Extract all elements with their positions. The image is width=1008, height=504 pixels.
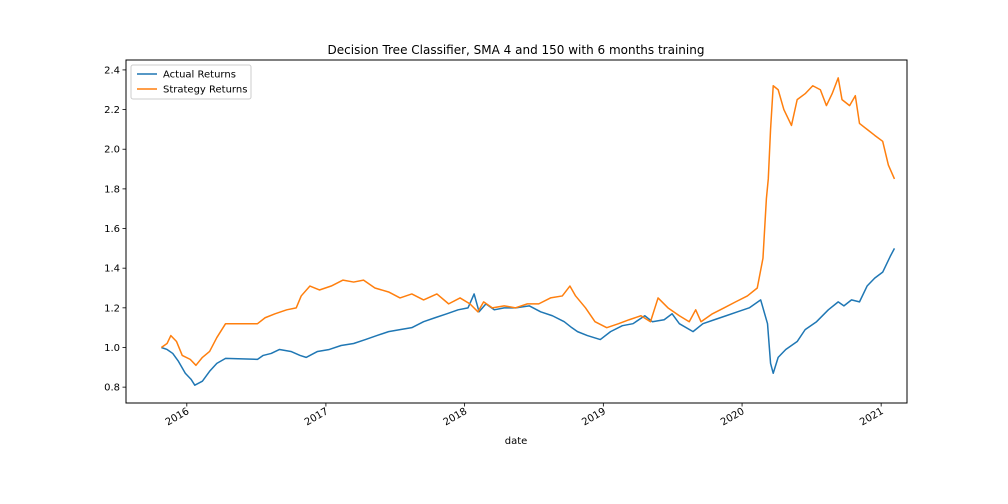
plot-frame [125,59,908,404]
legend-label-strategy-returns: Strategy Returns [163,85,247,96]
series-line-strategy-returns [160,77,896,367]
y-tick-label-2-0: 2.0 [104,145,120,156]
legend-frame [130,64,252,100]
y-axis: 0.8 1.0 1.2 1.4 1.6 1.8 2.0 2.2 2.4 [104,65,126,394]
y-tick-label-1-4: 1.4 [104,264,120,275]
y-tick-label-0-8: 0.8 [104,383,120,394]
y-tick-label-1-8: 1.8 [104,184,120,195]
plot-area [125,59,908,404]
series-layer [160,77,896,386]
y-tick-label-1-6: 1.6 [104,224,120,235]
y-tick-label-2-2: 2.2 [104,105,120,116]
plot-background [126,60,907,403]
y-tick-label-1-0: 1.0 [104,343,120,354]
y-tick-label-2-4: 2.4 [104,65,120,76]
legend-label-actual-returns: Actual Returns [163,70,236,81]
chart-title: Decision Tree Classifier, SMA 4 and 150 … [328,43,705,57]
x-axis-label: date [505,436,528,447]
legend: Actual Returns Strategy Returns [130,64,252,100]
series-line-actual-returns [161,248,896,386]
y-tick-label-1-2: 1.2 [104,303,120,314]
